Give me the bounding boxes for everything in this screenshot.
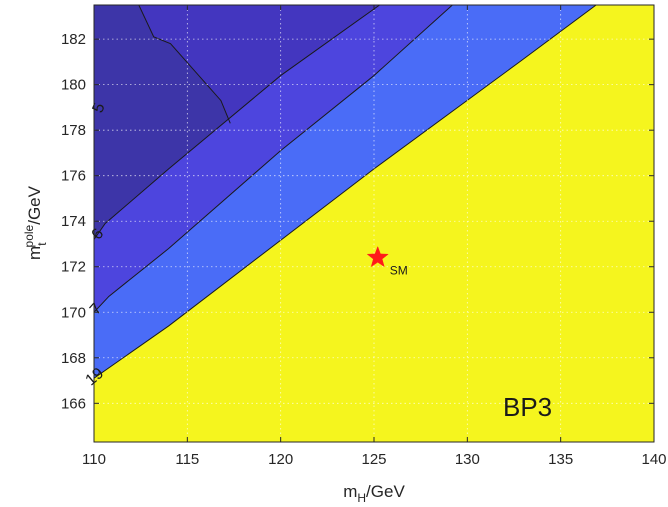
sm-marker: SM: [366, 245, 408, 278]
contour-lines: [94, 5, 597, 379]
x-tick-label-135: 135: [548, 451, 573, 468]
x-tick-label-130: 130: [455, 451, 480, 468]
contour-line-19: [94, 5, 597, 379]
y-tick-label-176: 176: [61, 168, 86, 185]
contour-line-5: [138, 5, 231, 124]
x-axis-label: mH/GeV: [343, 482, 405, 505]
chart-annotation: BP3: [503, 392, 552, 422]
y-tick-label-180: 180: [61, 77, 86, 94]
y-tick-label-174: 174: [61, 213, 86, 230]
sm-star-marker: [366, 245, 389, 268]
y-tick-label-182: 182: [61, 31, 86, 48]
x-tick-label-115: 115: [175, 451, 199, 468]
x-axis-label-subscript: H: [357, 491, 366, 505]
y-axis-label-subscript: t: [35, 242, 49, 246]
x-axis: 110 115 120 125 130 135 140: [82, 5, 667, 468]
x-axis-label-unit: /GeV: [366, 482, 405, 501]
y-tick-label-178: 178: [61, 122, 86, 139]
sm-marker-label: SM: [390, 264, 408, 278]
x-tick-label-125: 125: [361, 451, 386, 468]
y-axis-label-main: m: [25, 246, 44, 260]
x-tick-label-120: 120: [268, 451, 293, 468]
contour-line-6: [94, 5, 380, 240]
y-axis-label: mtpole/GeV: [22, 185, 49, 260]
grid-lines: [94, 5, 654, 442]
y-axis-label-unit: /GeV: [25, 185, 44, 224]
y-axis: 166 168 170 172 174 176 178 180 182: [61, 31, 654, 412]
x-axis-label-main: m: [343, 482, 357, 501]
contour-line-7: [94, 5, 453, 313]
y-tick-label-166: 166: [61, 395, 86, 412]
y-tick-label-170: 170: [61, 304, 86, 321]
y-tick-label-168: 168: [61, 350, 86, 367]
x-tick-label-110: 110: [82, 451, 106, 468]
x-tick-label-140: 140: [641, 451, 666, 468]
y-tick-label-172: 172: [61, 259, 86, 276]
y-axis-label-superscript: pole: [22, 224, 36, 247]
